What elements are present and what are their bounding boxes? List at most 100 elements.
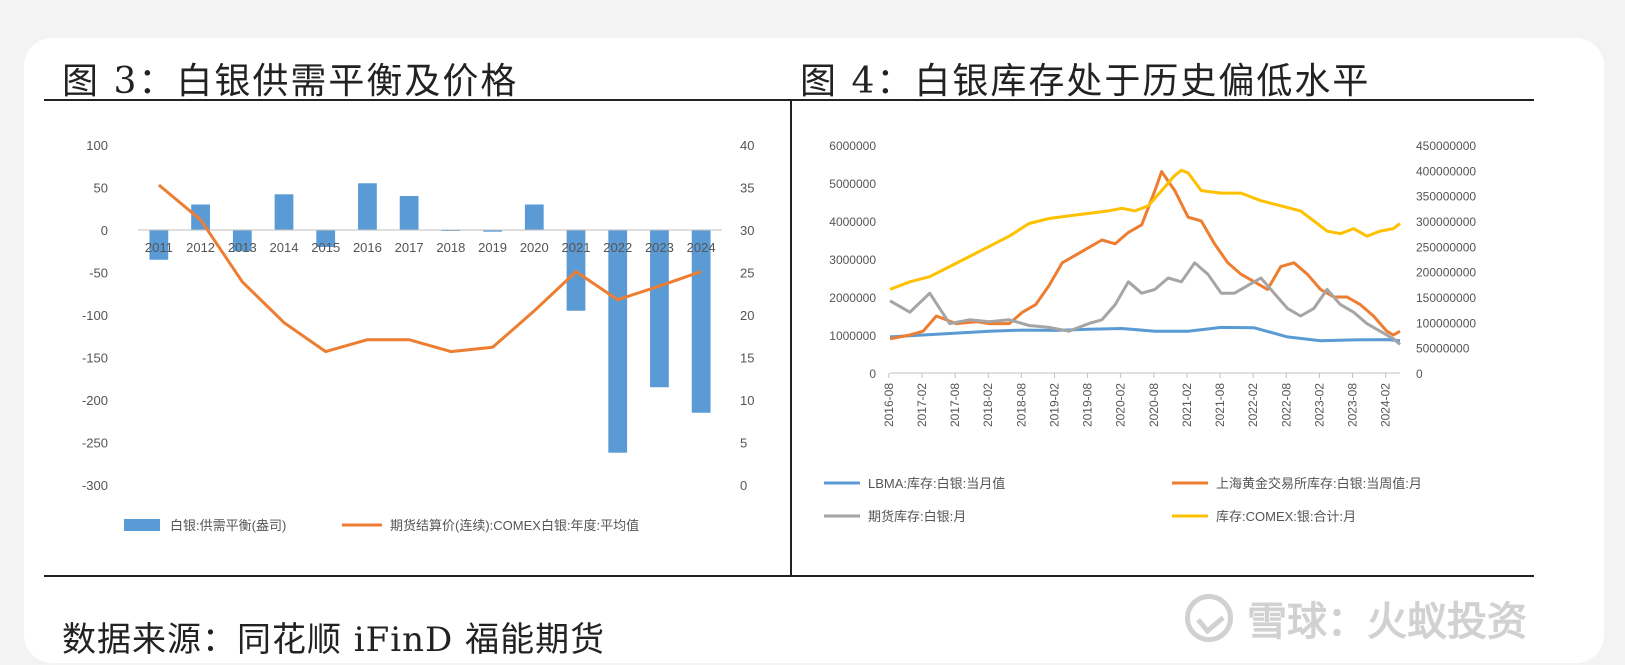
y-right-tick-label: 250000000 <box>1416 240 1476 254</box>
x-tick-label: 2016 <box>353 240 382 255</box>
x-tick-label: 2023 <box>645 240 674 255</box>
y-left-tick-label: 100 <box>86 138 108 153</box>
y-right-tick-label: 25 <box>740 266 754 281</box>
series-line <box>889 325 1401 343</box>
y-left-tick-label: 0 <box>869 367 876 381</box>
top-divider <box>44 99 1534 101</box>
legend-label: 期货库存:白银:月 <box>868 509 966 524</box>
bar <box>232 230 252 252</box>
y-left-tick-label: 3000000 <box>829 253 876 267</box>
data-source: 数据来源：同花顺 iFinD 福能期货 <box>62 620 606 660</box>
y-right-tick-label: 300000000 <box>1416 215 1476 229</box>
bar <box>691 230 711 413</box>
y-left-tick-label: -200 <box>82 393 108 408</box>
inventory-chart: 6000000 5000000 4000000 3000000 2000000 10000… <box>824 139 1476 524</box>
x-tick-label: 2013 <box>228 240 257 255</box>
x-tick-label: 2017 <box>395 240 424 255</box>
y-left-tick-label: 2000000 <box>829 291 876 305</box>
left-figure-title: 图 3：白银供需平衡及价格 <box>62 61 519 102</box>
x-tick-label: 2016-08 <box>882 383 896 427</box>
y-left-tick-label: -300 <box>82 478 108 493</box>
bar <box>191 204 210 230</box>
x-tick-label: 2022-08 <box>1279 383 1293 427</box>
x-tick-label: 2020 <box>520 240 549 255</box>
y-right-tick-label: 400000000 <box>1416 164 1476 178</box>
x-tick-label: 2018 <box>436 240 465 255</box>
y-right-tick-label: 150000000 <box>1416 291 1476 305</box>
bar <box>650 230 669 388</box>
y-right-tick-label: 10 <box>740 393 754 408</box>
y-left-tick-label: 5000000 <box>829 177 876 191</box>
x-tick-label: 2021 <box>562 240 591 255</box>
y-right-tick-label: 50000000 <box>1416 342 1470 356</box>
supply-demand-chart: 100500-50-100-150-200-250-30040353025201… <box>82 138 755 533</box>
x-tick-label: 2014 <box>270 240 299 255</box>
bar <box>608 230 628 453</box>
bar <box>316 230 336 247</box>
y-right-tick-label: 450000000 <box>1416 139 1476 153</box>
x-tick-label: 2021-08 <box>1213 383 1227 427</box>
legend-label: 库存:COMEX:银:合计:月 <box>1216 509 1356 524</box>
y-right-tick-label: 30 <box>740 223 754 238</box>
y-left-tick-label: 4000000 <box>829 215 876 229</box>
bottom-divider <box>44 575 1534 577</box>
y-right-tick-label: 0 <box>740 478 747 493</box>
y-left-tick-label: 0 <box>101 223 108 238</box>
series-line <box>889 170 1401 341</box>
y-right-tick-label: 200000000 <box>1416 266 1476 280</box>
x-tick-label: 2024 <box>687 240 716 255</box>
x-tick-label: 2023-02 <box>1312 383 1326 427</box>
x-tick-label: 2015 <box>311 240 340 255</box>
y-left-tick-label: -50 <box>89 266 108 281</box>
y-left-tick-label: -100 <box>82 308 108 323</box>
y-left-tick-label: 1000000 <box>829 329 876 343</box>
series-line <box>889 261 1401 346</box>
bar <box>483 230 502 232</box>
y-right-tick-label: 0 <box>1416 367 1423 381</box>
x-tick-label: 2011 <box>145 240 173 255</box>
y-right-tick-label: 100000000 <box>1416 316 1476 330</box>
report-card <box>24 38 1604 663</box>
x-tick-label: 2019-08 <box>1081 383 1095 427</box>
y-left-tick-label: -150 <box>82 351 108 366</box>
bar <box>274 194 294 230</box>
x-tick-label: 2022 <box>603 240 632 255</box>
right-figure-title: 图 4：白银库存处于历史偏低水平 <box>800 61 1371 102</box>
x-tick-label: 2022-02 <box>1246 383 1260 427</box>
x-tick-label: 2018-02 <box>981 383 995 427</box>
x-tick-label: 2017-08 <box>948 383 962 427</box>
x-tick-label: 2023-08 <box>1346 383 1360 427</box>
x-tick-label: 2019 <box>478 240 507 255</box>
watermark: 雪球：火蚁投资 <box>1185 590 1527 646</box>
y-left-tick-label: 50 <box>94 181 108 196</box>
bar <box>399 196 419 230</box>
legend-label: 上海黄金交易所库存:白银:当周值:月 <box>1216 476 1422 491</box>
y-right-tick-label: 40 <box>740 138 754 153</box>
x-tick-label: 2020-08 <box>1147 383 1161 427</box>
legend-swatch-bar <box>124 519 160 531</box>
x-tick-label: 2012 <box>186 240 215 255</box>
y-left-tick-label: 6000000 <box>829 139 876 153</box>
bar <box>149 230 169 260</box>
y-right-tick-label: 35 <box>740 181 754 196</box>
y-right-tick-label: 15 <box>740 351 754 366</box>
figure-separator <box>790 99 792 577</box>
x-tick-label: 2020-02 <box>1114 383 1128 427</box>
x-tick-label: 2024-02 <box>1379 383 1393 427</box>
bar <box>358 183 377 230</box>
price-line <box>157 183 702 354</box>
bar <box>524 204 544 230</box>
x-tick-label: 2021-02 <box>1180 383 1194 427</box>
y-right-tick-label: 20 <box>740 308 754 323</box>
snowball-logo-icon <box>1185 594 1233 642</box>
x-tick-label: 2018-08 <box>1014 383 1028 427</box>
x-tick-label: 2019-02 <box>1047 383 1061 427</box>
legend-label: 期货结算价(连续):COMEX白银:年度:平均值 <box>390 518 639 533</box>
series-line <box>889 168 1401 291</box>
y-left-tick-label: -250 <box>82 436 108 451</box>
legend-label: LBMA:库存:白银:当月值 <box>868 476 1005 491</box>
y-right-tick-label: 350000000 <box>1416 190 1476 204</box>
watermark-text: 雪球：火蚁投资 <box>1247 599 1527 645</box>
y-right-tick-label: 5 <box>740 436 747 451</box>
legend-label: 白银:供需平衡(盎司) <box>170 518 286 533</box>
